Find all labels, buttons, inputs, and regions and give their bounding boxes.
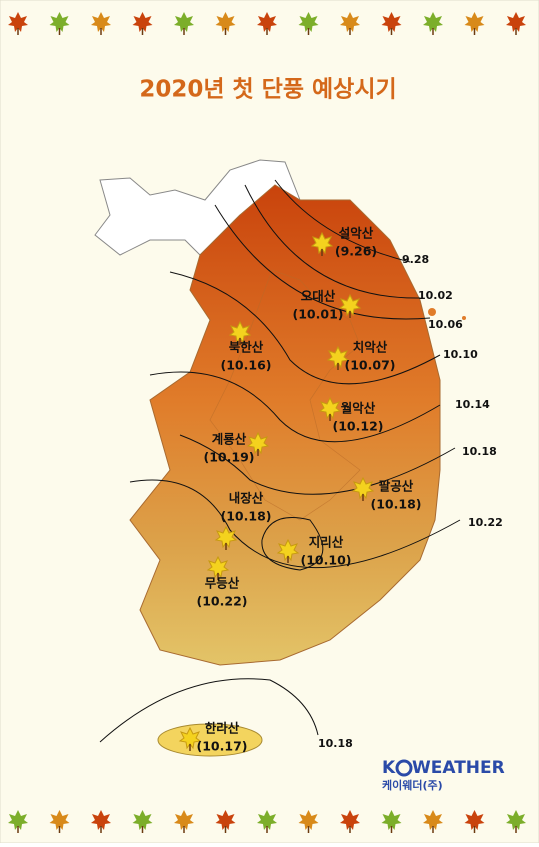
title: 2020년 첫 단풍 예상시기 — [139, 77, 396, 103]
mountain-name: 북한산 — [229, 340, 264, 355]
mountain-name: 오대산 — [301, 289, 336, 304]
logo-brand-start: K — [382, 758, 396, 778]
isoline-label: 10.02 — [418, 289, 453, 302]
province-borders — [209, 269, 361, 521]
mountain-name: 무등산 — [205, 576, 240, 591]
mountain-date: (10.17) — [197, 739, 248, 754]
mountain-date: (9.26) — [335, 244, 377, 259]
dokdo — [462, 316, 466, 320]
logo-company: 케이웨더(주) — [382, 778, 443, 792]
mountain-date: (10.18) — [371, 497, 422, 512]
isoline-label: 10.18 — [462, 445, 497, 458]
mountain-date: (10.10) — [301, 553, 352, 568]
mountain-name: 설악산 — [339, 226, 374, 241]
mountain-date: (10.01) — [293, 307, 344, 322]
mountain-date: (10.22) — [197, 594, 248, 609]
isoline-label: 10.10 — [443, 348, 478, 361]
jeju — [157, 723, 263, 757]
isoline-label: 10.06 — [428, 318, 463, 331]
logo: K WEATHER 케이웨더(주) — [382, 758, 505, 792]
isoline-label: 9.28 — [402, 253, 429, 266]
ulleungdo — [428, 308, 436, 316]
mountain-date: (10.16) — [221, 358, 272, 373]
mountain-name: 월악산 — [341, 401, 376, 416]
isoline-label: 10.14 — [455, 398, 490, 411]
logo-o — [395, 759, 413, 777]
mountain-name: 내장산 — [229, 491, 264, 506]
mountain-date: (10.12) — [333, 419, 384, 434]
isoline-label: 10.18 — [318, 737, 353, 750]
mountain-name: 지리산 — [309, 535, 344, 550]
mountain-date: (10.07) — [345, 358, 396, 373]
mountain-name: 팔공산 — [379, 479, 414, 494]
mountain-name: 치악산 — [353, 340, 388, 355]
isolines — [99, 179, 461, 743]
mountain-date: (10.18) — [221, 509, 272, 524]
logo-brand-end: WEATHER — [412, 758, 505, 778]
mountain-name: 한라산 — [205, 721, 240, 736]
isoline-label: 10.22 — [468, 516, 503, 529]
mountain-date: (10.19) — [204, 450, 255, 465]
mountain-name: 계룡산 — [212, 432, 247, 447]
